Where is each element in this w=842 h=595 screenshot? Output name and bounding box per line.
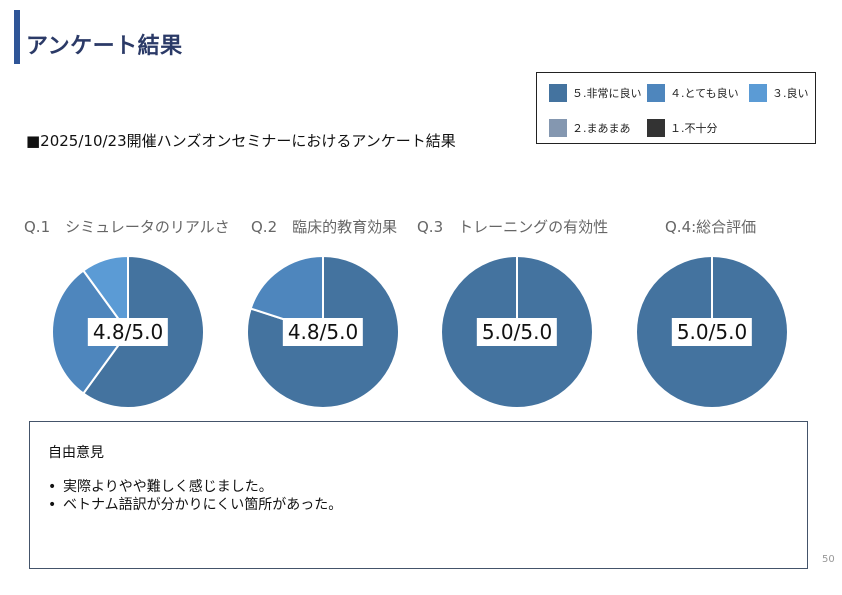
q1-title: Q.1 シミュレータのリアルさ: [24, 218, 230, 236]
slide-subtitle: ■2025/10/23開催ハンズオンセミナーにおけるアンケート結果: [26, 132, 456, 150]
q1-score-label: 4.8/5.0: [87, 318, 169, 346]
q2-pie-chart: 4.8/5.0: [245, 254, 401, 410]
legend-label-5: ５.非常に良い: [572, 87, 642, 100]
bullet-icon: •: [48, 479, 57, 495]
q3-score-label: 5.0/5.0: [476, 318, 558, 346]
q3-title: Q.3 トレーニングの有効性: [417, 218, 609, 236]
q2-score-label: 4.8/5.0: [282, 318, 364, 346]
legend-label-4: ４.とても良い: [670, 87, 739, 100]
comment-text: 実際よりやや難しく感じました。: [63, 479, 273, 495]
legend-swatch-3: [749, 84, 767, 102]
q4-title: Q.4:総合評価: [665, 218, 757, 236]
q2-title: Q.2 臨床的教育効果: [251, 218, 398, 236]
comment-item: • ベトナム語訳が分かりにくい箇所があった。: [48, 496, 342, 514]
q4-score-label: 5.0/5.0: [671, 318, 753, 346]
legend-swatch-5: [549, 84, 567, 102]
legend-label-1: １.不十分: [670, 122, 718, 135]
legend-label-2: ２.まあまあ: [572, 122, 631, 135]
pie-slice-q1-3: [81, 254, 129, 336]
title-accent-bar: [14, 10, 20, 64]
legend-item-5: ５.非常に良い: [549, 84, 642, 102]
q1-pie-chart: 4.8/5.0: [50, 254, 206, 410]
comment-item: • 実際よりやや難しく感じました。: [48, 478, 342, 496]
legend-swatch-2: [549, 119, 567, 137]
page-number: 50: [822, 554, 835, 565]
q4-pie-chart: 5.0/5.0: [634, 254, 790, 410]
legend-label-3: ３.良い: [772, 87, 809, 100]
legend-item-4: ４.とても良い: [647, 84, 739, 102]
legend-swatch-4: [647, 84, 665, 102]
comment-text: ベトナム語訳が分かりにくい箇所があった。: [63, 497, 343, 513]
slide-title: アンケート結果: [26, 34, 183, 59]
legend-item-3: ３.良い: [749, 84, 809, 102]
q3-pie-chart: 5.0/5.0: [439, 254, 595, 410]
legend-item-2: ２.まあまあ: [549, 119, 631, 137]
free-comments-box: 自由意見 • 実際よりやや難しく感じました。 • ベトナム語訳が分かりにくい箇所があ…: [29, 421, 808, 569]
pie-slice-q2-2: [249, 254, 324, 334]
chart-legend: ５.非常に良い ４.とても良い ３.良い ２.まあまあ １.不十分: [536, 72, 816, 144]
legend-item-1: １.不十分: [647, 119, 718, 137]
free-comments-title: 自由意見: [48, 445, 104, 461]
legend-swatch-1: [647, 119, 665, 137]
free-comments-list: • 実際よりやや難しく感じました。 • ベトナム語訳が分かりにくい箇所があった。: [48, 478, 342, 514]
bullet-icon: •: [48, 497, 57, 513]
